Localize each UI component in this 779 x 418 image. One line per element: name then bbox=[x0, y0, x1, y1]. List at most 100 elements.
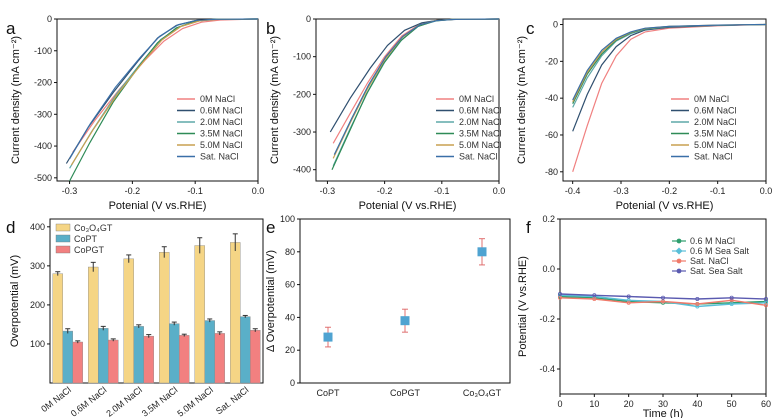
category-label-d: 2.0M NaCl bbox=[104, 385, 144, 418]
x-tick-label-f: 10 bbox=[589, 399, 599, 409]
legend-marker-f bbox=[675, 247, 683, 255]
series-marker-f bbox=[592, 293, 597, 298]
x-axis-label-c: Potenial (V vs.RHE) bbox=[616, 200, 714, 212]
panel-label-e: e bbox=[266, 218, 275, 237]
legend-swatch-d bbox=[55, 234, 71, 243]
data-point-e bbox=[400, 316, 410, 326]
legend-label-c: 0M NaCl bbox=[694, 94, 729, 104]
legend-label-d: Co₃O₄GT bbox=[74, 223, 113, 233]
y-axis-label-e: Δ Overpotential (mV) bbox=[265, 250, 277, 352]
series-line-c bbox=[572, 23, 767, 132]
category-label-d: 3.5M NaCl bbox=[140, 385, 180, 418]
series-line-a bbox=[72, 18, 259, 153]
series-line-c bbox=[572, 23, 767, 101]
panel-label-f: f bbox=[526, 218, 531, 237]
series-line-f bbox=[559, 293, 767, 300]
y-tick-label-c: -40 bbox=[545, 93, 558, 103]
bar-d bbox=[88, 266, 99, 384]
y-tick-label-d: 400 bbox=[30, 222, 45, 232]
y-tick-label-a: -200 bbox=[34, 78, 52, 88]
series-marker-f bbox=[695, 304, 700, 309]
y-tick-label-c: 0 bbox=[553, 20, 558, 30]
bar-d bbox=[230, 242, 241, 384]
y-tick-label-b: -400 bbox=[293, 165, 311, 175]
series-marker-f bbox=[626, 298, 631, 303]
y-tick-label-e: 100 bbox=[280, 214, 295, 224]
bar-d bbox=[159, 251, 170, 384]
y-tick-label-c: -60 bbox=[545, 130, 558, 140]
series-marker-f bbox=[626, 294, 631, 299]
legend-marker-f bbox=[676, 268, 682, 274]
legend-label-b: 5.0M NaCl bbox=[459, 140, 502, 150]
x-tick-label-f: 40 bbox=[692, 399, 702, 409]
bar-d bbox=[72, 341, 83, 384]
axes-frame-b bbox=[315, 18, 500, 182]
panel-label-d: d bbox=[6, 218, 15, 237]
x-tick-label-c: 0.0 bbox=[760, 186, 773, 196]
legend-label-a: 0.6M NaCl bbox=[200, 106, 243, 116]
x-tick-label-b: -0.2 bbox=[377, 186, 393, 196]
legend-label-a: 5.0M NaCl bbox=[200, 140, 243, 150]
y-tick-label-a: -400 bbox=[34, 141, 52, 151]
x-tick-label-a: 0.0 bbox=[252, 186, 265, 196]
y-tick-label-c: -20 bbox=[545, 56, 558, 66]
y-axis-label-b: Current density (mA cm⁻²) bbox=[269, 36, 281, 164]
y-tick-label-a: -300 bbox=[34, 109, 52, 119]
y-tick-label-b: -200 bbox=[293, 89, 311, 99]
series-line-c bbox=[572, 23, 767, 172]
legend-swatch-d bbox=[55, 245, 71, 254]
legend-label-c: 3.5M NaCl bbox=[694, 129, 737, 139]
y-tick-label-d: 200 bbox=[30, 300, 45, 310]
y-tick-label-a: -500 bbox=[34, 173, 52, 183]
x-tick-label-c: -0.1 bbox=[710, 186, 726, 196]
bar-d bbox=[62, 330, 73, 384]
data-point-e bbox=[323, 332, 333, 342]
y-tick-label-f: -0.2 bbox=[539, 314, 555, 324]
bar-d bbox=[133, 326, 144, 384]
series-marker-f bbox=[661, 295, 666, 300]
x-tick-label-c: -0.2 bbox=[662, 186, 678, 196]
bar-d bbox=[108, 339, 119, 384]
y-tick-label-a: 0 bbox=[47, 14, 52, 24]
legend-label-a: Sat. NaCl bbox=[200, 152, 239, 162]
panel-label-b: b bbox=[266, 19, 275, 38]
panel-label-a: a bbox=[6, 19, 16, 38]
category-label-d: 0.6M NaCl bbox=[69, 385, 109, 418]
x-tick-label-c: -0.3 bbox=[613, 186, 629, 196]
legend-label-f: Sat. Sea Salt bbox=[690, 266, 743, 276]
x-tick-label-f: 0 bbox=[557, 399, 562, 409]
legend-label-c: 5.0M NaCl bbox=[694, 140, 737, 150]
legend-marker-f bbox=[676, 258, 682, 264]
x-tick-label-f: 30 bbox=[658, 399, 668, 409]
x-tick-label-b: -0.3 bbox=[320, 186, 336, 196]
bar-d bbox=[143, 335, 154, 384]
legend-swatch-d bbox=[55, 223, 71, 232]
y-tick-label-c: -80 bbox=[545, 167, 558, 177]
series-marker-f bbox=[626, 300, 631, 305]
bar-d bbox=[123, 258, 134, 384]
x-axis-label-b: Potenial (V vs.RHE) bbox=[359, 200, 457, 212]
y-axis-label-c: Current density (mA cm⁻²) bbox=[516, 36, 528, 164]
series-marker-f bbox=[764, 303, 769, 308]
axes-frame-e bbox=[299, 218, 511, 384]
series-marker-f bbox=[729, 298, 734, 303]
x-tick-label-b: -0.1 bbox=[434, 186, 450, 196]
category-label-e: Co₃O₄GT bbox=[463, 388, 502, 398]
legend-label-a: 2.0M NaCl bbox=[200, 117, 243, 127]
bar-d bbox=[240, 316, 251, 384]
legend-label-c: Sat. NaCl bbox=[694, 152, 733, 162]
series-marker-f bbox=[592, 296, 597, 301]
axes-frame-d bbox=[49, 218, 264, 384]
legend-label-d: CoPT bbox=[74, 234, 98, 244]
x-tick-label-c: -0.4 bbox=[565, 186, 581, 196]
y-tick-label-b: -100 bbox=[293, 52, 311, 62]
y-tick-label-d: 100 bbox=[30, 339, 45, 349]
y-tick-label-e: 0 bbox=[290, 378, 295, 388]
data-point-e bbox=[477, 247, 487, 257]
legend-label-f: 0.6 M NaCl bbox=[690, 236, 735, 246]
y-tick-label-b: 0 bbox=[306, 14, 311, 24]
legend-label-b: 0M NaCl bbox=[459, 94, 494, 104]
bar-d bbox=[169, 323, 180, 384]
series-marker-f bbox=[558, 293, 563, 298]
